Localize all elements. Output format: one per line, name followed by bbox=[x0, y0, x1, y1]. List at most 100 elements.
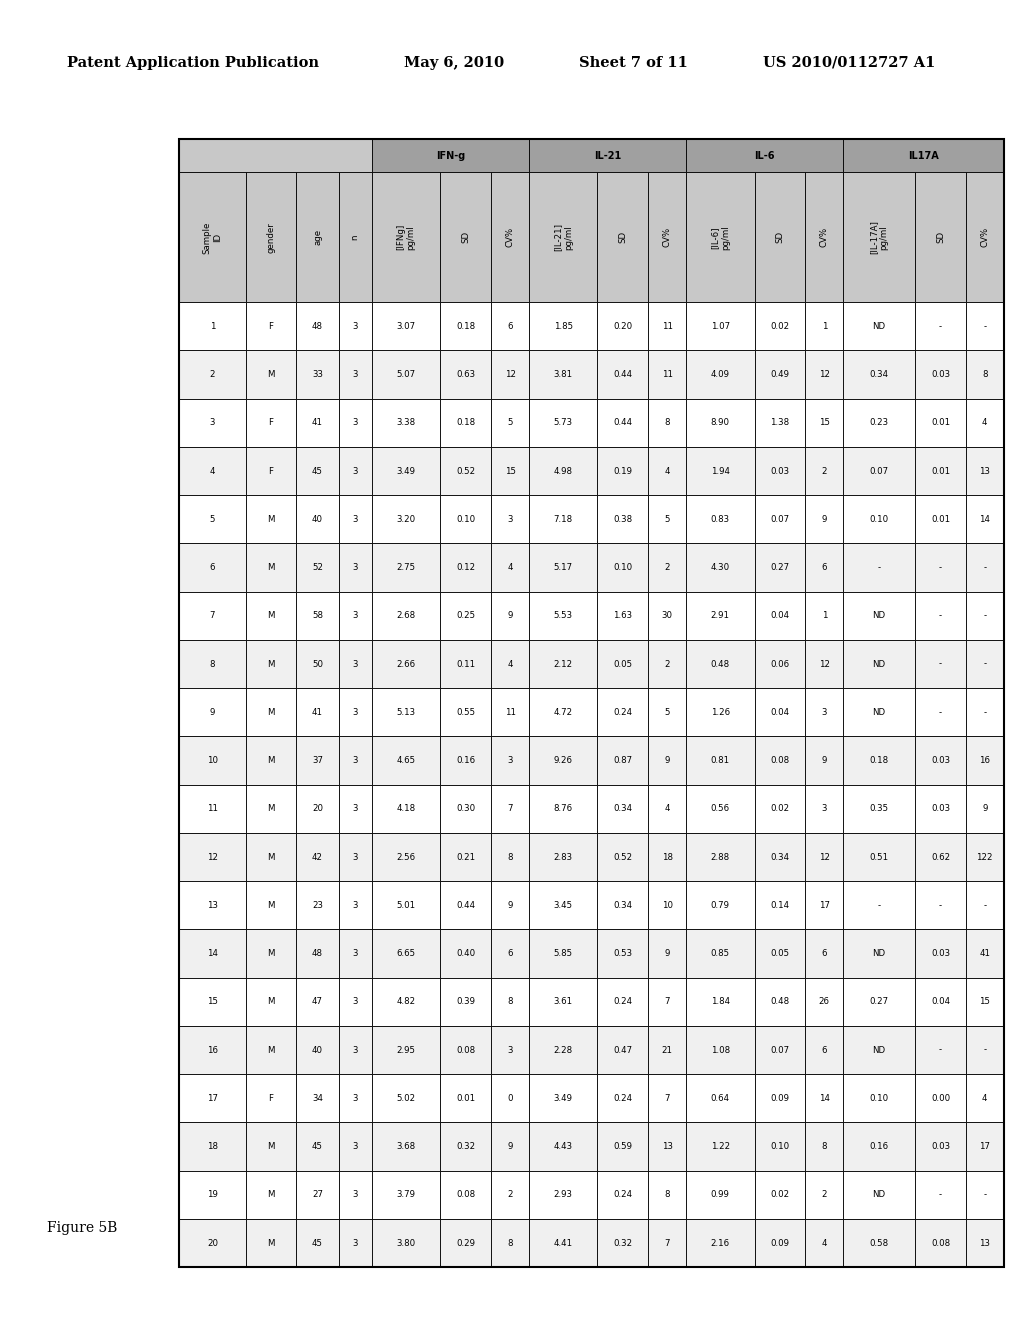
Text: 42: 42 bbox=[312, 853, 323, 862]
Bar bbox=[179, 688, 246, 737]
Text: 122: 122 bbox=[977, 853, 993, 862]
Bar bbox=[966, 784, 1004, 833]
Bar bbox=[492, 302, 528, 351]
Text: 41: 41 bbox=[312, 708, 323, 717]
Bar bbox=[246, 784, 297, 833]
Text: -: - bbox=[939, 322, 942, 331]
Text: 52: 52 bbox=[312, 564, 323, 572]
Text: 5.73: 5.73 bbox=[554, 418, 572, 428]
Bar bbox=[915, 591, 966, 640]
Text: 8: 8 bbox=[821, 1142, 827, 1151]
Bar bbox=[339, 640, 372, 688]
Text: 1.38: 1.38 bbox=[770, 418, 790, 428]
Bar bbox=[755, 1026, 806, 1074]
Bar bbox=[372, 640, 440, 688]
Bar bbox=[915, 1218, 966, 1267]
Bar bbox=[843, 1218, 915, 1267]
Text: 0.24: 0.24 bbox=[613, 998, 633, 1006]
Bar bbox=[597, 978, 648, 1026]
Text: 0.39: 0.39 bbox=[457, 998, 475, 1006]
Bar bbox=[297, 784, 339, 833]
Bar bbox=[297, 447, 339, 495]
Text: 3: 3 bbox=[352, 756, 357, 766]
Bar bbox=[648, 591, 686, 640]
Text: 16: 16 bbox=[207, 1045, 218, 1055]
Text: -: - bbox=[983, 708, 986, 717]
Text: 2: 2 bbox=[821, 466, 827, 475]
Bar bbox=[339, 882, 372, 929]
Text: CV%: CV% bbox=[663, 227, 672, 247]
Bar bbox=[755, 1218, 806, 1267]
Bar bbox=[915, 1171, 966, 1218]
Bar bbox=[440, 302, 492, 351]
Bar bbox=[179, 302, 246, 351]
Text: 0.59: 0.59 bbox=[613, 1142, 633, 1151]
Bar bbox=[686, 1122, 755, 1171]
Bar bbox=[246, 737, 297, 784]
Bar bbox=[297, 544, 339, 591]
Bar bbox=[648, 302, 686, 351]
Text: 0.27: 0.27 bbox=[770, 564, 790, 572]
Bar bbox=[246, 640, 297, 688]
Text: 0.01: 0.01 bbox=[931, 515, 950, 524]
Bar bbox=[246, 1171, 297, 1218]
Bar bbox=[246, 351, 297, 399]
Bar bbox=[297, 1122, 339, 1171]
Bar bbox=[806, 399, 843, 447]
Bar bbox=[648, 447, 686, 495]
Bar bbox=[597, 640, 648, 688]
Text: n: n bbox=[350, 235, 359, 240]
Bar bbox=[915, 1074, 966, 1122]
Text: -: - bbox=[939, 564, 942, 572]
Bar bbox=[915, 544, 966, 591]
Text: 0.44: 0.44 bbox=[457, 900, 475, 909]
Bar bbox=[686, 737, 755, 784]
Bar bbox=[372, 139, 528, 173]
Text: 0.04: 0.04 bbox=[931, 998, 950, 1006]
Bar bbox=[915, 351, 966, 399]
Text: F: F bbox=[268, 1094, 273, 1102]
Text: 0.48: 0.48 bbox=[770, 998, 790, 1006]
Bar bbox=[686, 544, 755, 591]
Text: 9: 9 bbox=[507, 611, 513, 620]
Bar bbox=[339, 929, 372, 978]
Text: 0.20: 0.20 bbox=[613, 322, 633, 331]
Text: IL-21: IL-21 bbox=[594, 150, 621, 161]
Bar bbox=[915, 447, 966, 495]
Bar bbox=[915, 1122, 966, 1171]
Bar bbox=[528, 784, 597, 833]
Text: Sheet 7 of 11: Sheet 7 of 11 bbox=[579, 55, 687, 70]
Bar bbox=[686, 591, 755, 640]
Text: Figure 5B: Figure 5B bbox=[47, 1221, 117, 1234]
Text: 50: 50 bbox=[312, 660, 323, 669]
Bar bbox=[966, 929, 1004, 978]
Text: 6: 6 bbox=[821, 949, 827, 958]
Bar bbox=[755, 882, 806, 929]
Text: 3: 3 bbox=[352, 515, 357, 524]
Text: 0.49: 0.49 bbox=[770, 370, 790, 379]
Text: 0.18: 0.18 bbox=[457, 322, 475, 331]
Text: 3.79: 3.79 bbox=[396, 1191, 416, 1200]
Bar bbox=[440, 784, 492, 833]
Text: 0.34: 0.34 bbox=[869, 370, 889, 379]
Bar bbox=[440, 688, 492, 737]
Text: 4: 4 bbox=[982, 1094, 987, 1102]
Text: -: - bbox=[878, 900, 881, 909]
Bar bbox=[597, 784, 648, 833]
Text: 2: 2 bbox=[665, 660, 670, 669]
Bar bbox=[440, 351, 492, 399]
Bar bbox=[179, 544, 246, 591]
Bar bbox=[440, 1122, 492, 1171]
Bar bbox=[597, 929, 648, 978]
Bar bbox=[806, 978, 843, 1026]
Text: ND: ND bbox=[872, 1191, 886, 1200]
Text: 0.07: 0.07 bbox=[770, 515, 790, 524]
Bar bbox=[179, 784, 246, 833]
Text: 0.01: 0.01 bbox=[457, 1094, 475, 1102]
Text: 0.01: 0.01 bbox=[931, 418, 950, 428]
Bar bbox=[372, 1218, 440, 1267]
Bar bbox=[492, 833, 528, 882]
Bar bbox=[528, 351, 597, 399]
Text: 14: 14 bbox=[207, 949, 218, 958]
Text: 0.03: 0.03 bbox=[931, 756, 950, 766]
